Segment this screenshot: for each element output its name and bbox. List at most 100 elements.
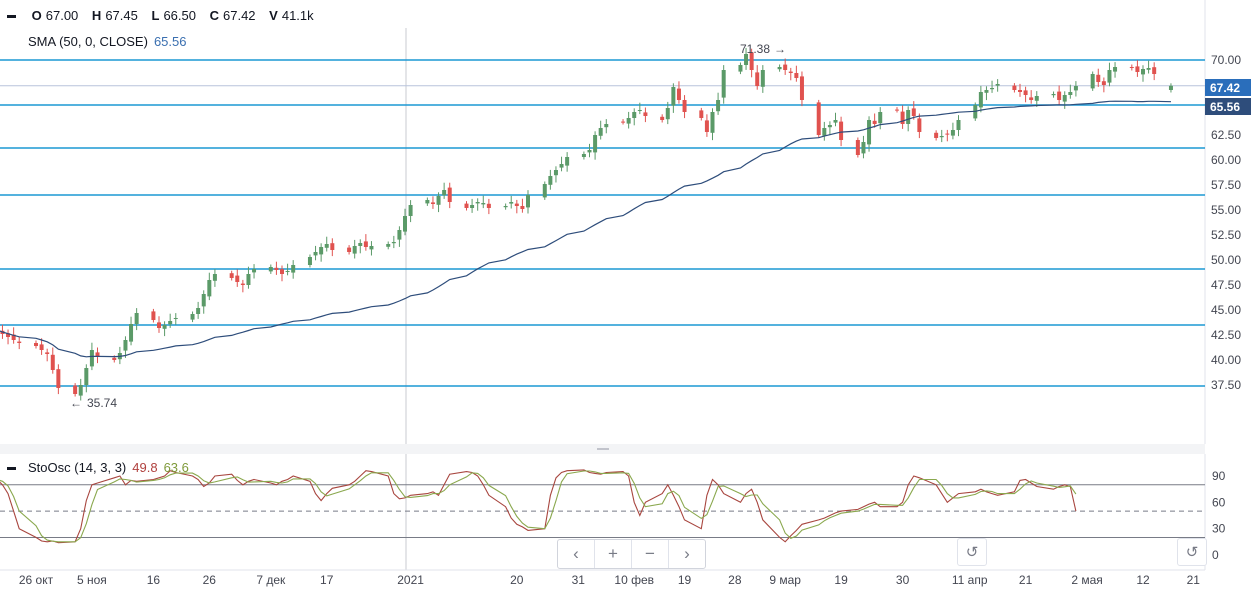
candle[interactable] — [475, 198, 480, 211]
candle[interactable] — [738, 62, 743, 75]
candle[interactable] — [503, 203, 508, 210]
candle[interactable] — [643, 107, 648, 123]
candle[interactable] — [833, 112, 838, 127]
candle[interactable] — [307, 254, 312, 268]
candle[interactable] — [878, 107, 883, 130]
osc-collapse-icon[interactable] — [7, 467, 16, 471]
candle[interactable] — [744, 47, 749, 70]
candle[interactable] — [470, 198, 475, 213]
candle[interactable] — [1062, 91, 1067, 109]
candle[interactable] — [1090, 71, 1095, 91]
candle[interactable] — [123, 336, 128, 358]
candle[interactable] — [352, 239, 357, 259]
candle[interactable] — [816, 99, 821, 138]
candle[interactable] — [749, 48, 754, 78]
candle[interactable] — [710, 108, 715, 141]
candle[interactable] — [911, 101, 916, 120]
candle[interactable] — [235, 269, 240, 287]
candle[interactable] — [1107, 62, 1112, 87]
candle[interactable] — [839, 116, 844, 147]
candle[interactable] — [45, 348, 50, 362]
candle[interactable] — [78, 378, 83, 401]
sma-legend[interactable]: SMA (50, 0, CLOSE) 65.56 — [28, 34, 186, 49]
candle[interactable] — [229, 270, 234, 281]
candle[interactable] — [201, 290, 206, 314]
legend-collapse-icon[interactable] — [7, 15, 16, 19]
scroll-left-button[interactable]: ‹ — [558, 540, 595, 568]
candle[interactable] — [280, 265, 284, 282]
candle[interactable] — [34, 340, 38, 349]
reset-axis-button[interactable]: ↺ — [1177, 538, 1207, 566]
candle[interactable] — [1101, 77, 1106, 93]
candle[interactable] — [17, 336, 22, 350]
candle[interactable] — [84, 364, 89, 393]
candle[interactable] — [660, 114, 665, 123]
candle[interactable] — [73, 383, 78, 397]
candle[interactable] — [196, 301, 201, 319]
candle[interactable] — [665, 101, 670, 125]
candle[interactable] — [1146, 60, 1151, 74]
candle[interactable] — [347, 245, 352, 255]
candle[interactable] — [207, 272, 212, 301]
candle[interactable] — [162, 321, 167, 337]
candle[interactable] — [190, 311, 195, 323]
candle[interactable] — [95, 347, 100, 364]
candle[interactable] — [481, 195, 486, 209]
candle[interactable] — [867, 116, 872, 152]
candle[interactable] — [542, 181, 547, 200]
candle[interactable] — [1018, 83, 1022, 97]
candle[interactable] — [553, 166, 558, 183]
candle[interactable] — [637, 102, 642, 115]
candle[interactable] — [173, 313, 178, 325]
osc-legend[interactable]: StoOsc (14, 3, 3) 49.8 63.6 — [7, 460, 189, 475]
candle[interactable] — [632, 108, 637, 126]
scroll-right-button[interactable]: › — [684, 544, 690, 563]
candle[interactable] — [464, 201, 469, 211]
candle[interactable] — [212, 269, 217, 287]
candle[interactable] — [285, 263, 290, 276]
reset-chart-button[interactable]: ↺ — [957, 538, 987, 566]
candle[interactable] — [520, 198, 525, 213]
candle[interactable] — [1051, 91, 1056, 98]
candle[interactable] — [621, 119, 626, 125]
candle[interactable] — [168, 313, 173, 328]
candle[interactable] — [939, 129, 944, 143]
candle[interactable] — [514, 199, 519, 214]
candle[interactable] — [794, 65, 799, 82]
candle[interactable] — [1113, 62, 1118, 78]
candle[interactable] — [436, 192, 441, 213]
candle[interactable] — [363, 234, 368, 251]
candle[interactable] — [565, 152, 570, 172]
candle[interactable] — [978, 85, 983, 113]
candle[interactable] — [995, 79, 1000, 92]
candle[interactable] — [950, 122, 955, 140]
candle[interactable] — [1068, 84, 1073, 99]
candle[interactable] — [386, 241, 391, 250]
candle[interactable] — [151, 308, 156, 323]
candle[interactable] — [581, 151, 586, 160]
candle[interactable] — [1135, 60, 1140, 77]
candle[interactable] — [486, 198, 491, 215]
candle[interactable] — [716, 92, 721, 115]
candle[interactable] — [1141, 65, 1145, 82]
candle[interactable] — [593, 131, 598, 160]
candle[interactable] — [704, 114, 709, 137]
candle[interactable] — [397, 226, 402, 247]
candle[interactable] — [934, 130, 939, 141]
candle[interactable] — [324, 236, 329, 252]
candle[interactable] — [1023, 86, 1028, 103]
candle[interactable] — [1129, 64, 1134, 71]
candle[interactable] — [827, 121, 832, 135]
candle[interactable] — [56, 364, 61, 395]
candle[interactable] — [895, 107, 899, 113]
candle[interactable] — [721, 65, 726, 104]
candle[interactable] — [822, 121, 827, 141]
candle[interactable] — [699, 107, 704, 121]
candle[interactable] — [682, 95, 687, 119]
candle[interactable] — [872, 113, 877, 128]
candle[interactable] — [671, 83, 676, 113]
candle[interactable] — [1012, 83, 1017, 93]
candle[interactable] — [442, 182, 447, 199]
candle[interactable] — [291, 260, 296, 279]
